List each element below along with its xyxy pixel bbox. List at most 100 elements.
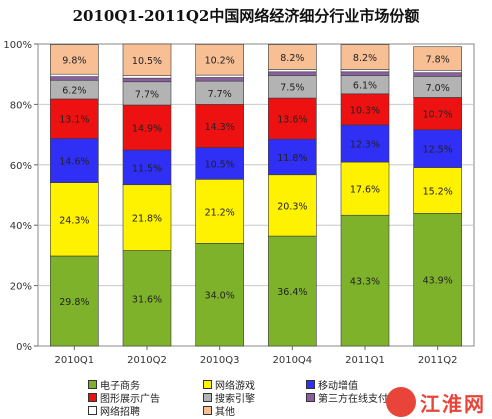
data-label: 15.2% <box>423 186 453 197</box>
x-tick-label: 2011Q1 <box>345 355 385 366</box>
y-tick-label: 0% <box>16 342 32 353</box>
legend-swatch <box>306 392 315 402</box>
data-label: 31.6% <box>132 294 162 305</box>
data-label: 14.6% <box>59 157 89 168</box>
bar-segment <box>50 44 99 75</box>
x-tick-label: 2010Q1 <box>54 355 94 366</box>
legend-label: 搜索引擎 <box>215 393 255 404</box>
legend-swatch <box>88 392 97 402</box>
data-label: 24.3% <box>59 215 89 226</box>
data-label: 10.5% <box>132 56 162 67</box>
data-label: 43.3% <box>350 277 380 288</box>
bar-segment <box>50 98 99 139</box>
data-label: 7.0% <box>426 83 450 94</box>
data-label: 9.8% <box>62 55 86 66</box>
bar-segment <box>122 43 172 77</box>
data-label: 7.7% <box>135 89 159 100</box>
data-label: 8.2% <box>353 53 377 64</box>
plot-area <box>37 43 475 347</box>
bar-segment <box>340 44 390 70</box>
watermark: 江淮网 <box>386 387 486 417</box>
bar-segment <box>340 124 390 163</box>
bar-segment <box>268 44 317 70</box>
bar-segment <box>413 69 462 73</box>
data-label: 21.8% <box>132 214 162 225</box>
legend-label: 移动增值 <box>318 380 358 391</box>
bar-segment <box>122 77 172 83</box>
data-label: 11.8% <box>277 153 307 164</box>
bar-segment <box>268 69 317 73</box>
bar-segment <box>195 77 244 82</box>
bar-segment <box>122 184 172 251</box>
data-label: 13.1% <box>59 115 89 126</box>
bar-segment <box>340 214 390 347</box>
data-label: 29.8% <box>59 297 89 308</box>
bar-segment <box>268 138 317 176</box>
data-label: 10.5% <box>205 159 235 170</box>
y-tick-label: 80% <box>10 100 32 111</box>
bar-segment <box>268 71 317 76</box>
data-label: 17.6% <box>350 185 380 196</box>
legend-item: 移动增值 <box>306 378 406 390</box>
legend-item: 第三方在线支付 <box>306 391 406 403</box>
legend-item: 其他 <box>203 404 306 416</box>
y-tick-label: 20% <box>10 282 32 293</box>
data-label: 20.3% <box>277 201 307 212</box>
bar-segment <box>413 167 462 214</box>
bar-segment <box>50 138 99 183</box>
bar-segment <box>122 104 172 151</box>
y-tick-label: 60% <box>10 161 32 172</box>
bar-segment <box>122 75 172 79</box>
y-tick-label: 100% <box>3 40 32 51</box>
bar-segment <box>268 174 317 237</box>
data-label: 43.9% <box>423 276 453 287</box>
bar-segment <box>50 73 99 77</box>
bar-segment <box>413 46 462 71</box>
x-tick-label: 2010Q2 <box>127 355 167 366</box>
bar-segment <box>50 76 99 81</box>
bar-segment <box>340 69 390 73</box>
bar-segment <box>413 97 462 131</box>
data-label: 7.8% <box>426 54 450 65</box>
bar-segment <box>195 104 244 148</box>
watermark-logo-icon <box>386 387 416 417</box>
x-tick-label: 2010Q3 <box>200 355 240 366</box>
data-label: 10.3% <box>350 105 380 116</box>
legend-item: 电子商务 <box>88 378 203 390</box>
legend-label: 其他 <box>215 406 235 417</box>
bar-segment <box>268 235 317 347</box>
data-label: 6.1% <box>353 81 377 92</box>
bar-segment <box>50 182 99 257</box>
data-label: 13.6% <box>277 115 307 126</box>
legend-swatch <box>88 405 97 415</box>
data-label: 12.3% <box>350 140 380 151</box>
legend: 电子商务 网络游戏 移动增值 图形展示广告 搜索引擎 第三方在线支付 网络招聘 … <box>88 378 388 416</box>
legend-label: 图形展示广告 <box>100 393 160 404</box>
bar-segment <box>413 213 462 347</box>
legend-label: 网络招聘 <box>100 406 140 417</box>
legend-swatch <box>203 379 212 389</box>
legend-swatch <box>203 392 212 402</box>
legend-swatch <box>88 379 97 389</box>
data-label: 10.2% <box>205 56 235 67</box>
data-label: 10.7% <box>423 110 453 121</box>
y-tick-label: 40% <box>10 221 32 232</box>
data-label: 7.5% <box>280 83 304 94</box>
legend-swatch <box>306 379 315 389</box>
data-label: 21.2% <box>205 207 235 218</box>
chart-title: 2010Q1-2011Q2中国网络经济细分行业市场份额 <box>72 7 420 25</box>
x-tick-label: 2010Q4 <box>272 355 312 366</box>
legend-item: 图形展示广告 <box>88 391 203 403</box>
legend-swatch <box>203 405 212 415</box>
bar-segment <box>340 93 390 126</box>
watermark-text: 江淮网 <box>420 391 486 416</box>
legend-label: 电子商务 <box>100 380 140 391</box>
bar-segment <box>195 147 244 180</box>
legend-label: 第三方在线支付 <box>318 393 388 404</box>
data-label: 11.5% <box>132 163 162 174</box>
data-label: 14.9% <box>132 124 162 135</box>
legend-item: 网络招聘 <box>88 404 203 416</box>
data-label: 12.5% <box>423 145 453 156</box>
data-label: 14.3% <box>205 122 235 133</box>
